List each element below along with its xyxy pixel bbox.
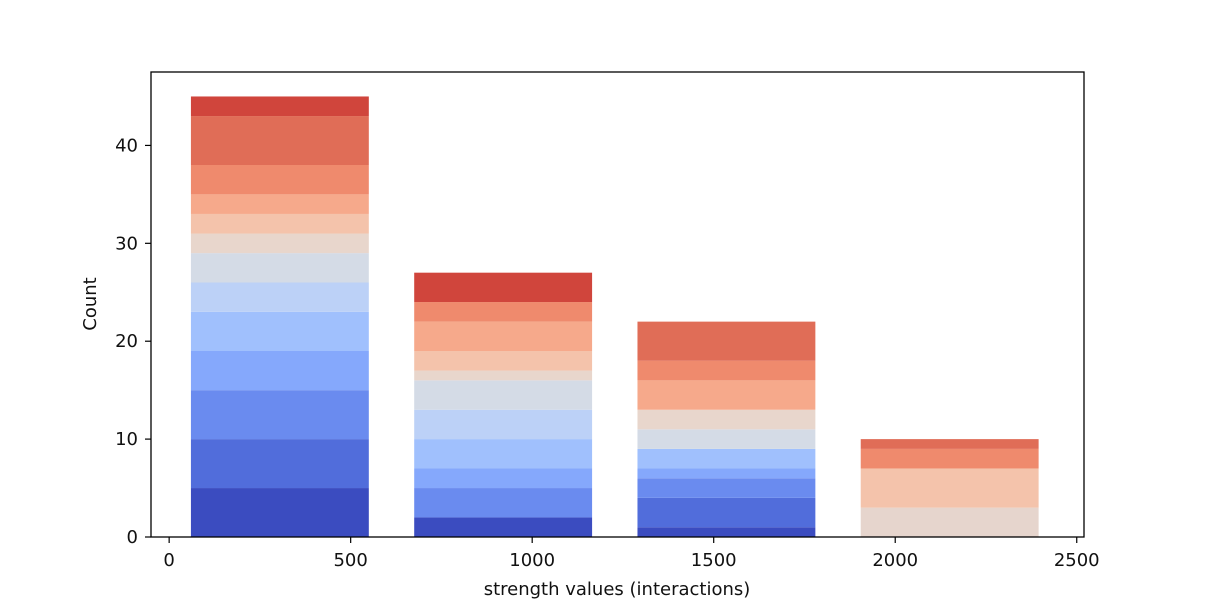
bar-2-segment-5 — [414, 409, 593, 440]
bar-3-segment-1 — [637, 527, 816, 537]
bar-1-segment-5 — [190, 311, 369, 351]
bar-3-segment-5 — [637, 448, 816, 469]
bar-1-segment-1 — [190, 488, 369, 537]
bar-2-segment-7 — [414, 370, 593, 381]
bar-3-segment-10 — [637, 321, 816, 361]
x-tick-label: 1500 — [691, 550, 737, 571]
bar-1-segment-11 — [190, 165, 369, 195]
y-axis-label: Count — [80, 277, 101, 330]
y-tick-label: 0 — [127, 527, 138, 548]
bar-2-segment-1 — [414, 517, 593, 537]
bar-1-segment-10 — [190, 194, 369, 214]
bar-1-segment-13 — [190, 96, 369, 117]
x-axis-ticks: 0 500 1000 1500 2000 2500 — [163, 537, 1100, 571]
bar-2-segment-4 — [414, 439, 593, 469]
plot-frame — [150, 71, 1085, 538]
bar-2-segment-8 — [414, 351, 593, 371]
bar-3-segment-6 — [637, 429, 816, 449]
bar-2-segment-2 — [414, 488, 593, 518]
x-tick-label: 500 — [333, 550, 367, 571]
x-tick-label: 2500 — [1054, 550, 1100, 571]
bar-4-segment-3 — [860, 448, 1039, 469]
bar-2-segment-9 — [414, 321, 593, 351]
bar-2-segment-6 — [414, 380, 593, 410]
bar-2-segment-11 — [414, 272, 593, 303]
bar-1-segment-6 — [190, 282, 369, 312]
bar-1-segment-12 — [190, 116, 369, 165]
x-axis-label-suffix: (interactions) — [630, 579, 751, 600]
x-tick-label: 1000 — [509, 550, 555, 571]
bar-1-segment-4 — [190, 351, 369, 391]
y-tick-label: 20 — [115, 331, 138, 352]
bar-1-segment-3 — [190, 390, 369, 440]
bar-2-segment-3 — [414, 468, 593, 489]
bar-4-segment-2 — [860, 468, 1039, 508]
bar-3-segment-4 — [637, 468, 816, 479]
bar-1-segment-2 — [190, 439, 369, 489]
bar-2-segment-10 — [414, 302, 593, 322]
bar-4-segment-4 — [860, 439, 1039, 449]
x-axis-label: strength values (interactions) — [484, 579, 751, 600]
bar-1-segment-9 — [190, 213, 369, 234]
y-tick-label: 40 — [115, 135, 138, 156]
x-tick-label: 0 — [163, 550, 174, 571]
bar-3-segment-2 — [637, 497, 816, 528]
bar-3-segment-8 — [637, 380, 816, 410]
bar-1-segment-8 — [190, 233, 369, 254]
y-axis-ticks: 0 10 20 30 40 — [115, 135, 151, 548]
bar-3-segment-9 — [637, 360, 816, 381]
bar-3-segment-3 — [637, 478, 816, 498]
bars-group — [190, 96, 1039, 537]
x-axis-label-main: strength values — [484, 579, 624, 600]
bar-4-segment-1 — [860, 507, 1039, 537]
y-tick-label: 30 — [115, 233, 138, 254]
y-tick-label: 10 — [115, 429, 138, 450]
bar-3-segment-7 — [637, 409, 816, 430]
bar-1-segment-7 — [190, 253, 369, 283]
x-tick-label: 2000 — [872, 550, 918, 571]
